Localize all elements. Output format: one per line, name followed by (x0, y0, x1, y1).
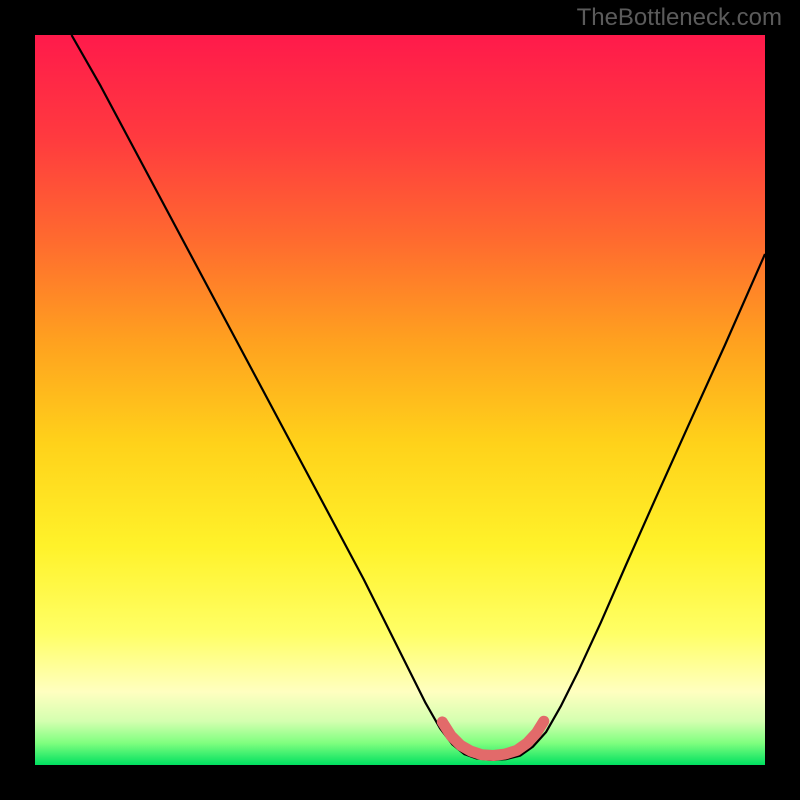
plot-area (35, 35, 765, 765)
watermark-text: TheBottleneck.com (577, 4, 782, 32)
chart-frame: TheBottleneck.com (0, 0, 800, 800)
bottleneck-curve (72, 35, 766, 760)
curve-layer (35, 35, 765, 765)
